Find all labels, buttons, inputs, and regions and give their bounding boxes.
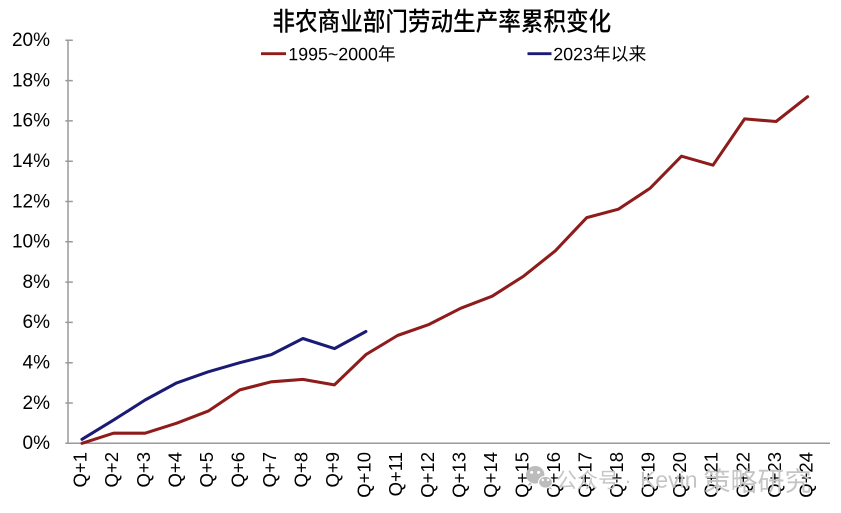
svg-text:10%: 10% bbox=[12, 232, 50, 253]
svg-text:Q+24: Q+24 bbox=[795, 452, 816, 498]
svg-text:12%: 12% bbox=[12, 191, 50, 212]
svg-text:Q+18: Q+18 bbox=[606, 452, 627, 498]
svg-text:8%: 8% bbox=[23, 272, 51, 293]
svg-text:Q+12: Q+12 bbox=[417, 452, 438, 498]
svg-text:Q+13: Q+13 bbox=[448, 452, 469, 498]
svg-text:Q+5: Q+5 bbox=[196, 452, 217, 487]
svg-text:20%: 20% bbox=[12, 30, 50, 51]
svg-text:Q+3: Q+3 bbox=[133, 452, 154, 487]
svg-text:0%: 0% bbox=[23, 433, 51, 454]
svg-text:6%: 6% bbox=[23, 312, 51, 333]
svg-text:Q+20: Q+20 bbox=[669, 452, 690, 498]
svg-text:Q+19: Q+19 bbox=[638, 452, 659, 498]
svg-text:Q+2: Q+2 bbox=[101, 452, 122, 487]
svg-text:Q+6: Q+6 bbox=[227, 452, 248, 487]
svg-text:Q+11: Q+11 bbox=[385, 452, 406, 496]
svg-text:Q+15: Q+15 bbox=[511, 452, 532, 498]
svg-text:Q+14: Q+14 bbox=[480, 452, 501, 498]
svg-text:Q+1: Q+1 bbox=[70, 452, 91, 487]
svg-text:14%: 14% bbox=[12, 151, 50, 172]
svg-text:4%: 4% bbox=[23, 353, 51, 374]
svg-text:Q+23: Q+23 bbox=[764, 452, 785, 498]
svg-text:Q+8: Q+8 bbox=[291, 452, 312, 487]
svg-text:18%: 18% bbox=[12, 70, 50, 91]
svg-text:Q+7: Q+7 bbox=[259, 452, 280, 487]
svg-text:16%: 16% bbox=[12, 111, 50, 132]
svg-text:Q+9: Q+9 bbox=[322, 452, 343, 487]
svg-text:Q+10: Q+10 bbox=[354, 452, 375, 498]
svg-text:2%: 2% bbox=[23, 393, 51, 414]
svg-text:Q+4: Q+4 bbox=[164, 452, 185, 487]
